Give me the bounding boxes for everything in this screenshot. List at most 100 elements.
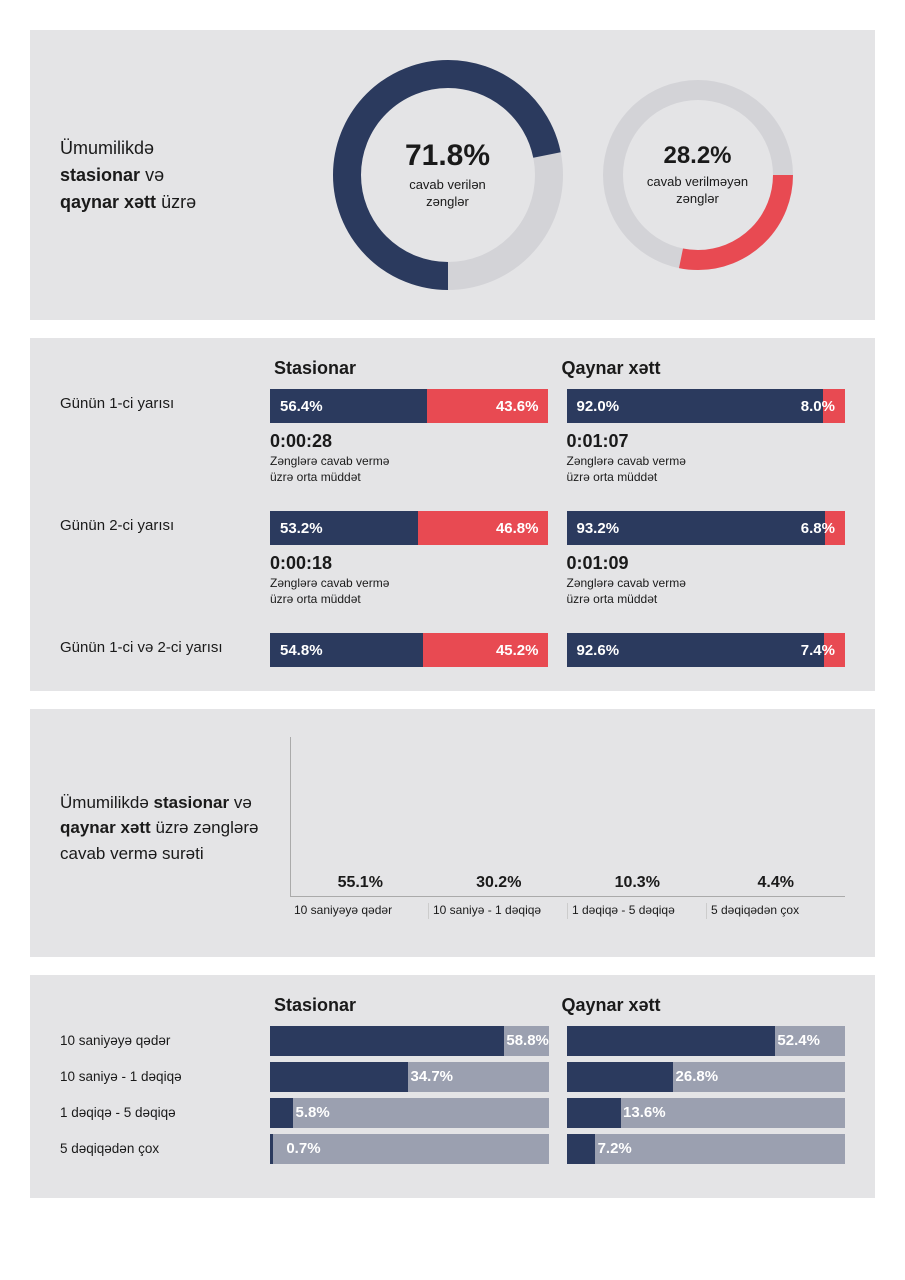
hbar-row: 10 saniyəyə qədər 58.8% 52.4% <box>60 1026 845 1056</box>
histogram-value: 30.2% <box>430 874 569 896</box>
title-bold: qaynar xətt <box>60 192 156 212</box>
title-text: Ümumilikdə <box>60 793 154 812</box>
hbar-cells: 0.7% 7.2% <box>270 1134 845 1164</box>
col-header-stasionar: Stasionar <box>270 358 558 379</box>
split-bar: 92.0% 8.0% <box>567 389 846 423</box>
row-label: Günün 2-ci yarısı <box>60 511 270 534</box>
time-desc: Zənglərə cavab verməüzrə orta müddət <box>567 576 846 607</box>
hbar-cell: 0.7% <box>270 1134 549 1164</box>
split-bar: 93.2% 6.8% <box>567 511 846 545</box>
hbar-label: 10 saniyəyə qədər <box>60 1033 270 1048</box>
hbar-row: 1 dəqiqə - 5 dəqiqə 5.8% 13.6% <box>60 1098 845 1128</box>
time-value: 0:01:09 <box>567 553 846 574</box>
split-seg-left: 56.4% <box>270 389 427 423</box>
panel3-title: Ümumilikdə stasionar və qaynar xətt üzrə… <box>60 790 270 867</box>
split-seg-left: 92.6% <box>567 633 825 667</box>
time-desc: Zənglərə cavab verməüzrə orta müddət <box>567 454 846 485</box>
col-header-stasionar: Stasionar <box>270 995 558 1016</box>
col-header-qaynar: Qaynar xətt <box>558 358 846 379</box>
hbar-cell: 34.7% <box>270 1062 549 1092</box>
histogram-value: 4.4% <box>707 874 846 896</box>
panel4-rows: 10 saniyəyə qədər 58.8% 52.4% 10 saniyə … <box>60 1026 845 1164</box>
title-text: və <box>234 793 252 812</box>
hbar-value: 34.7% <box>402 1062 453 1092</box>
split-bar-cell: 92.0% 8.0% 0:01:07 Zənglərə cavab verməü… <box>567 389 846 485</box>
hbar-label: 5 dəqiqədən çox <box>60 1141 270 1156</box>
hbar-fill <box>270 1062 408 1092</box>
split-bar-cell: 56.4% 43.6% 0:00:28 Zənglərə cavab vermə… <box>270 389 549 485</box>
hbar-value: 5.8% <box>288 1098 330 1128</box>
split-seg-right: 7.4% <box>824 633 845 667</box>
histogram-wrap: 55.1% 30.2% 10.3% 4.4% 10 saniyəyə qədər… <box>290 737 845 919</box>
column-headers: Stasionar Qaynar xətt <box>60 358 845 379</box>
hbar-value: 13.6% <box>615 1098 666 1128</box>
hbar-row: 10 saniyə - 1 dəqiqə 34.7% 26.8% <box>60 1062 845 1092</box>
split-seg-right: 46.8% <box>418 511 548 545</box>
hbar-cell: 7.2% <box>567 1134 846 1164</box>
time-block: 0:00:18 Zənglərə cavab verməüzrə orta mü… <box>270 553 549 607</box>
split-seg-right: 6.8% <box>825 511 845 545</box>
panel2-rows: Günün 1-ci yarısı 56.4% 43.6% 0:00:28 Zə… <box>60 389 845 667</box>
hbar-cell: 5.8% <box>270 1098 549 1128</box>
split-seg-left: 93.2% <box>567 511 826 545</box>
panel-split-bars: Stasionar Qaynar xətt Günün 1-ci yarısı … <box>30 338 875 691</box>
col-header-qaynar: Qaynar xətt <box>558 995 846 1016</box>
panel-hbars: Stasionar Qaynar xətt 10 saniyəyə qədər … <box>30 975 875 1198</box>
histogram: 55.1% 30.2% 10.3% 4.4% <box>290 737 845 897</box>
panel2-row: Günün 1-ci yarısı 56.4% 43.6% 0:00:28 Zə… <box>60 389 845 485</box>
split-bar-cell: 93.2% 6.8% 0:01:09 Zənglərə cavab verməü… <box>567 511 846 607</box>
time-value: 0:00:18 <box>270 553 549 574</box>
hbar-cells: 58.8% 52.4% <box>270 1026 845 1056</box>
histogram-xlabel: 5 dəqiqədən çox <box>706 903 845 919</box>
histogram-value: 10.3% <box>568 874 707 896</box>
row-cells: 53.2% 46.8% 0:00:18 Zənglərə cavab vermə… <box>270 511 845 607</box>
hbar-fill <box>270 1134 273 1164</box>
hbar-value: 26.8% <box>668 1062 719 1092</box>
donuts-container: 71.8% cavab verilənzənglər 28.2% cavab v… <box>280 60 845 290</box>
column-headers: Stasionar Qaynar xətt <box>60 995 845 1016</box>
split-bar: 53.2% 46.8% <box>270 511 549 545</box>
hbar-value: 52.4% <box>769 1026 820 1056</box>
histogram-value: 55.1% <box>291 874 430 896</box>
title-bold: stasionar <box>154 793 230 812</box>
split-bar: 92.6% 7.4% <box>567 633 846 667</box>
time-block: 0:01:09 Zənglərə cavab verməüzrə orta mü… <box>567 553 846 607</box>
panel2-row: Günün 1-ci və 2-ci yarısı 54.8% 45.2% 92… <box>60 633 845 667</box>
row-cells: 54.8% 45.2% 92.6% 7.4% <box>270 633 845 667</box>
hbar-value: 0.7% <box>278 1134 320 1164</box>
hbar-cell: 26.8% <box>567 1062 846 1092</box>
split-bar-cell: 53.2% 46.8% 0:00:18 Zənglərə cavab vermə… <box>270 511 549 607</box>
time-value: 0:01:07 <box>567 431 846 452</box>
split-bar-cell: 54.8% 45.2% <box>270 633 549 667</box>
hbar-value: 7.2% <box>590 1134 632 1164</box>
split-seg-right: 43.6% <box>427 389 548 423</box>
time-block: 0:00:28 Zənglərə cavab verməüzrə orta mü… <box>270 431 549 485</box>
hbar-value: 58.8% <box>498 1026 549 1056</box>
split-seg-left: 92.0% <box>567 389 823 423</box>
hbar-cells: 5.8% 13.6% <box>270 1098 845 1128</box>
title-text: və <box>145 165 164 185</box>
donut-percent: 71.8% <box>405 139 490 173</box>
hbar-label: 10 saniyə - 1 dəqiqə <box>60 1069 270 1084</box>
title-bold: qaynar xətt <box>60 818 151 837</box>
panel2-row: Günün 2-ci yarısı 53.2% 46.8% 0:00:18 Zə… <box>60 511 845 607</box>
histogram-xlabels: 10 saniyəyə qədər10 saniyə - 1 dəqiqə1 d… <box>290 903 845 919</box>
donut-unanswered: 28.2% cavab verilməyənzənglər <box>603 80 793 270</box>
title-text: üzrə <box>161 192 196 212</box>
row-label: Günün 1-ci və 2-ci yarısı <box>60 633 270 656</box>
split-seg-left: 53.2% <box>270 511 418 545</box>
histogram-xlabel: 1 dəqiqə - 5 dəqiqə <box>567 903 706 919</box>
hbar-row: 5 dəqiqədən çox 0.7% 7.2% <box>60 1134 845 1164</box>
time-desc: Zənglərə cavab verməüzrə orta müddət <box>270 454 549 485</box>
donut-center: 71.8% cavab verilənzənglər <box>333 60 563 290</box>
split-seg-left: 54.8% <box>270 633 423 667</box>
hbar-fill <box>567 1062 674 1092</box>
row-cells: 56.4% 43.6% 0:00:28 Zənglərə cavab vermə… <box>270 389 845 485</box>
header-spacer <box>60 995 270 1016</box>
hbar-fill <box>270 1026 504 1056</box>
panel1-title: Ümumilikdə stasionar və qaynar xətt üzrə <box>60 135 260 216</box>
split-bar: 56.4% 43.6% <box>270 389 549 423</box>
time-value: 0:00:28 <box>270 431 549 452</box>
hbar-label: 1 dəqiqə - 5 dəqiqə <box>60 1105 270 1120</box>
split-bar-cell: 92.6% 7.4% <box>567 633 846 667</box>
